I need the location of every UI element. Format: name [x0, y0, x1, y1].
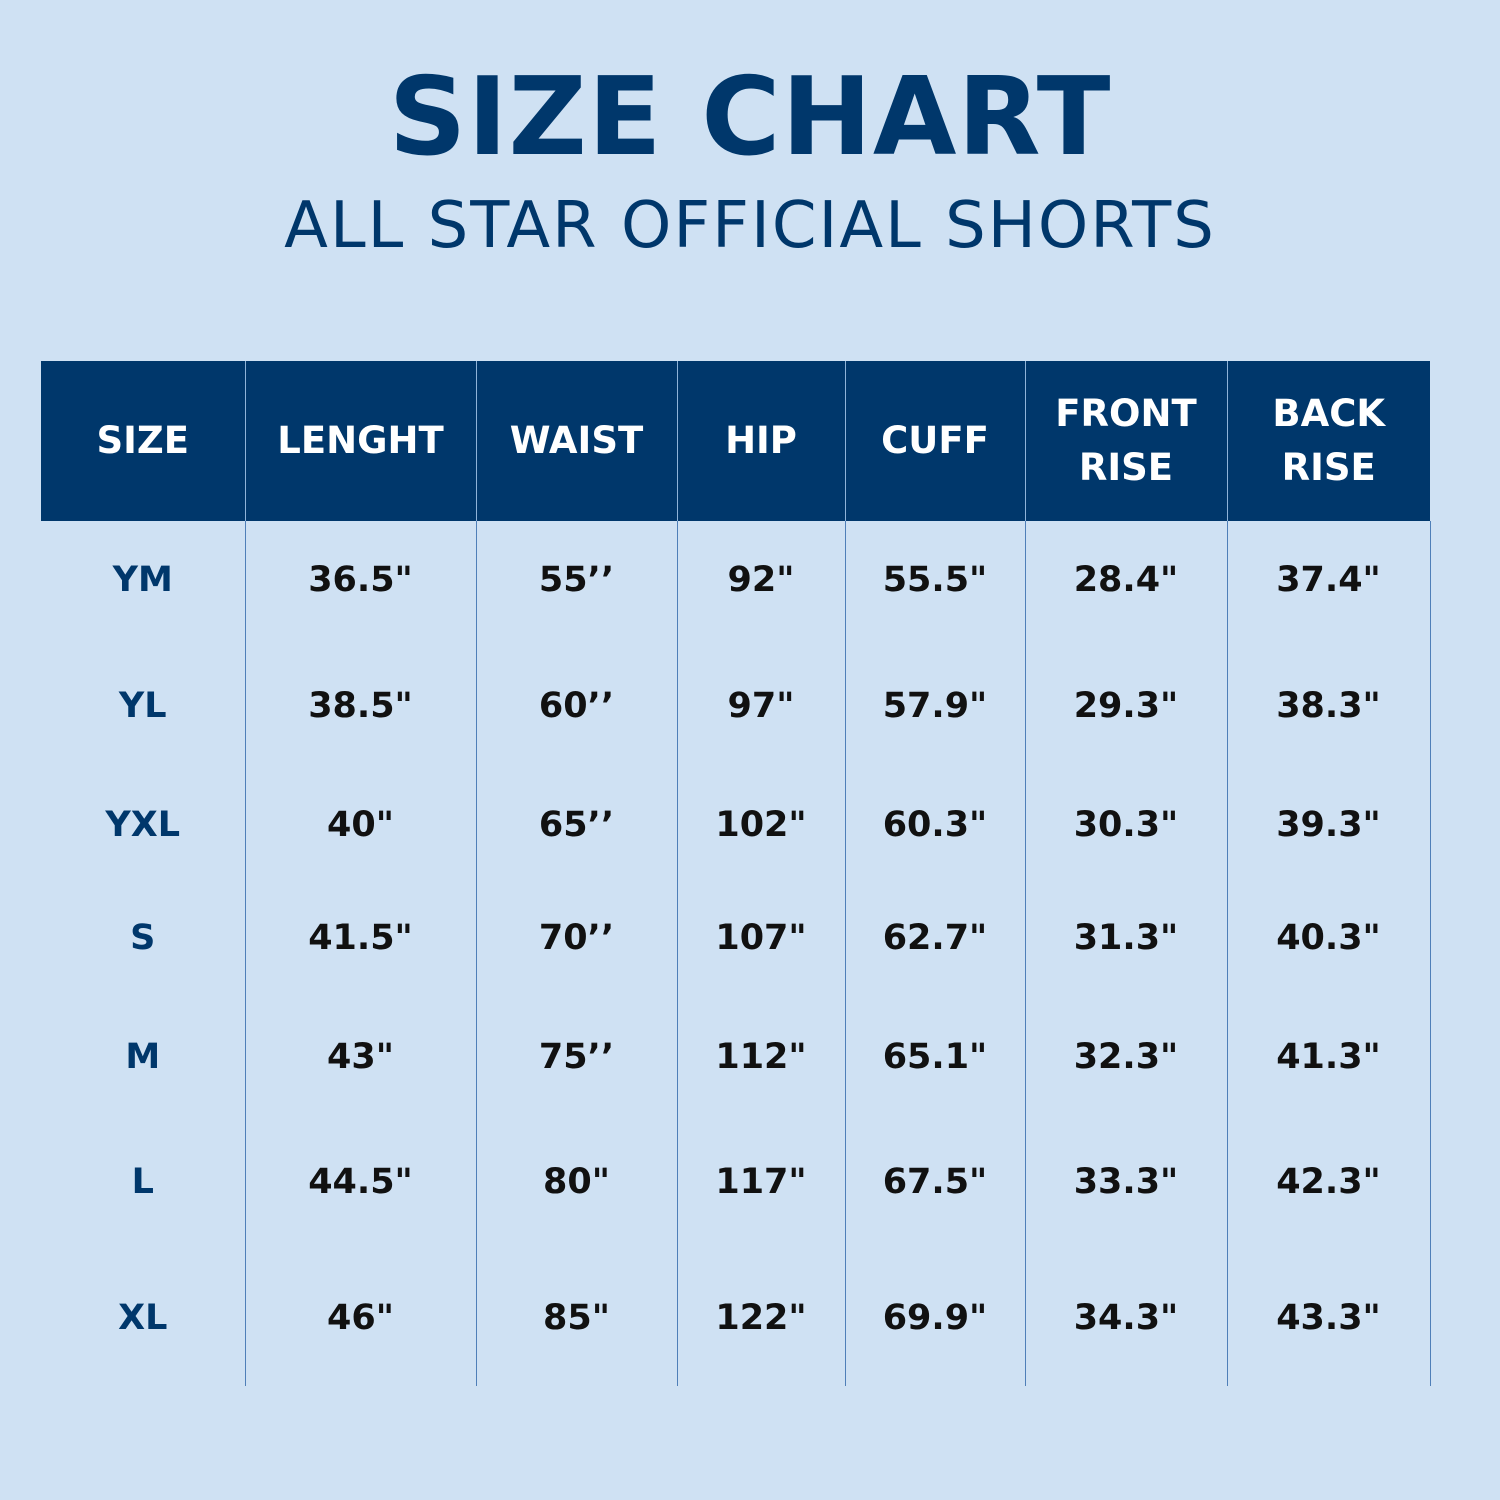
- size-label: XL: [118, 1297, 168, 1338]
- back-rise-cell: 38.3": [1226, 638, 1431, 773]
- front-rise-cell: 31.3": [1024, 877, 1227, 999]
- cuff-cell: 67.5": [844, 1114, 1025, 1249]
- cuff-cell: 57.9": [844, 638, 1025, 773]
- header-front-rise: FRONT RISE: [1024, 361, 1227, 521]
- table-row: YL 38.5" 60’’ 97" 57.9" 29.3" 38.3": [41, 638, 1431, 773]
- cuff-cell: 55.5": [844, 521, 1025, 638]
- hip-cell: 117": [676, 1114, 845, 1249]
- hip-cell: 97": [676, 638, 845, 773]
- back-rise-cell: 37.4": [1226, 521, 1431, 638]
- back-rise-cell: 40.3": [1226, 877, 1431, 999]
- front-rise-cell: 30.3": [1024, 773, 1227, 877]
- size-label: YM: [112, 559, 173, 600]
- size-label: YXL: [105, 805, 181, 845]
- back-rise-cell: 42.3": [1226, 1114, 1431, 1249]
- size-label: M: [125, 1036, 161, 1077]
- waist-cell: 85": [475, 1249, 677, 1386]
- length-cell: 43": [244, 999, 476, 1114]
- hip-cell: 92": [676, 521, 845, 638]
- size-label: YL: [118, 685, 167, 726]
- hip-cell: 122": [676, 1249, 845, 1386]
- header-cuff: CUFF: [844, 361, 1025, 521]
- header-waist: WAIST: [475, 361, 677, 521]
- waist-cell: 75’’: [475, 999, 677, 1114]
- length-cell: 41.5": [244, 877, 476, 999]
- length-cell: 44.5": [244, 1114, 476, 1249]
- waist-cell: 65’’: [475, 773, 677, 877]
- cuff-cell: 65.1": [844, 999, 1025, 1114]
- front-rise-cell: 32.3": [1024, 999, 1227, 1114]
- front-rise-cell: 28.4": [1024, 521, 1227, 638]
- hip-cell: 107": [676, 877, 845, 999]
- table-row: YXL 40" 65’’ 102" 60.3" 30.3" 39.3": [41, 773, 1431, 877]
- page-title: SIZE CHART: [388, 55, 1112, 180]
- page-subtitle: ALL STAR OFFICIAL SHORTS: [284, 189, 1216, 263]
- back-rise-cell: 43.3": [1226, 1249, 1431, 1386]
- size-chart-table: SIZE LENGHT WAIST HIP CUFF FRONT RISE BA…: [41, 361, 1431, 1386]
- header-size: SIZE: [41, 361, 245, 521]
- header-hip: HIP: [676, 361, 845, 521]
- length-cell: 46": [244, 1249, 476, 1386]
- waist-cell: 70’’: [475, 877, 677, 999]
- table-row: YM 36.5" 55’’ 92" 55.5" 28.4" 37.4": [41, 521, 1431, 638]
- table-row: XL 46" 85" 122" 69.9" 34.3" 43.3": [41, 1249, 1431, 1386]
- front-rise-cell: 29.3": [1024, 638, 1227, 773]
- table-row: S 41.5" 70’’ 107" 62.7" 31.3" 40.3": [41, 877, 1431, 999]
- table-row: L 44.5" 80" 117" 67.5" 33.3" 42.3": [41, 1114, 1431, 1249]
- length-cell: 36.5": [244, 521, 476, 638]
- header-back-rise: BACK RISE: [1226, 361, 1430, 521]
- waist-cell: 80": [475, 1114, 677, 1249]
- hip-cell: 102": [676, 773, 845, 877]
- cuff-cell: 62.7": [844, 877, 1025, 999]
- back-rise-cell: 41.3": [1226, 999, 1431, 1114]
- size-label: L: [131, 1161, 154, 1202]
- size-label: S: [130, 918, 156, 958]
- header-length: LENGHT: [244, 361, 476, 521]
- front-rise-cell: 34.3": [1024, 1249, 1227, 1386]
- cuff-cell: 69.9": [844, 1249, 1025, 1386]
- cuff-cell: 60.3": [844, 773, 1025, 877]
- waist-cell: 55’’: [475, 521, 677, 638]
- waist-cell: 60’’: [475, 638, 677, 773]
- back-rise-cell: 39.3": [1226, 773, 1431, 877]
- hip-cell: 112": [676, 999, 845, 1114]
- length-cell: 38.5": [244, 638, 476, 773]
- table-header-row: SIZE LENGHT WAIST HIP CUFF FRONT RISE BA…: [41, 361, 1430, 521]
- front-rise-cell: 33.3": [1024, 1114, 1227, 1249]
- length-cell: 40": [244, 773, 476, 877]
- table-row: M 43" 75’’ 112" 65.1" 32.3" 41.3": [41, 999, 1431, 1114]
